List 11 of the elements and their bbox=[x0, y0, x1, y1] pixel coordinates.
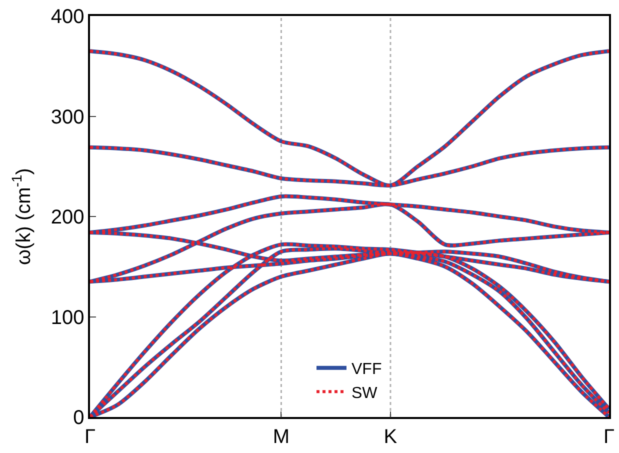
y-tick-label: 100 bbox=[50, 306, 84, 329]
x-tick-label: K bbox=[384, 426, 398, 448]
y-tick-label: 400 bbox=[50, 6, 84, 28]
x-tick-label: M bbox=[272, 426, 290, 448]
legend-label: SW bbox=[352, 384, 378, 402]
y-tick-label: 300 bbox=[50, 106, 84, 128]
y-tick-label: 200 bbox=[50, 206, 84, 228]
x-tick-label: Γ bbox=[603, 426, 615, 448]
x-tick-label: Γ bbox=[84, 426, 96, 448]
legend-label: VFF bbox=[352, 361, 382, 378]
y-tick-label: 0 bbox=[73, 407, 84, 429]
